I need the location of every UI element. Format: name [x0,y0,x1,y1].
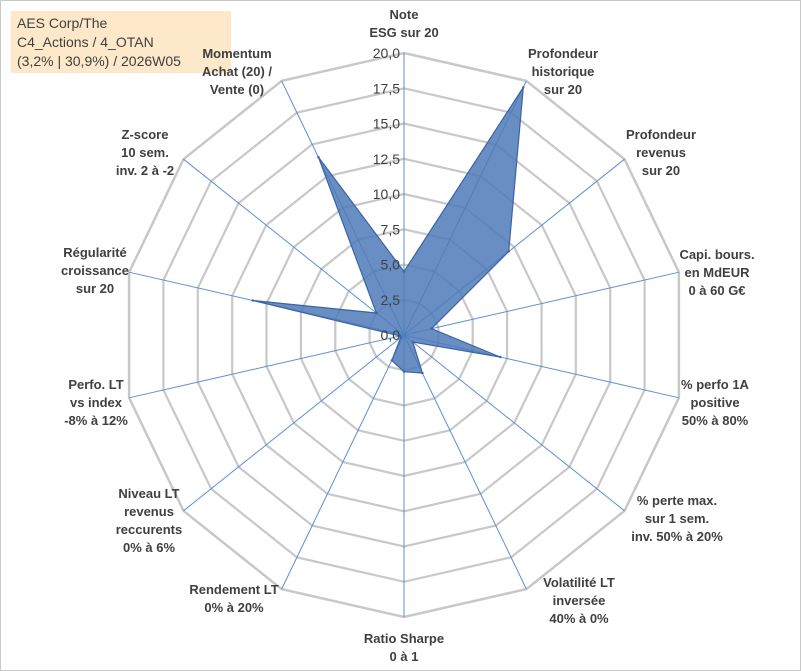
data-point-5 [411,340,414,344]
data-point-8 [390,359,393,362]
axis-label-13-line-1: Achat (20) / [202,64,272,79]
axis-label-2-line-0: Profondeur [626,127,696,142]
axis-label-13: Momentum Achat (20) / Vente (0) [202,46,272,97]
data-point-6 [421,371,424,375]
axis-label-10-line-0: Perfo. LT [68,377,123,392]
chart-title-box: AES Corp/The C4_Actions / 4_OTAN (3,2% |… [11,11,231,73]
axis-label-2-line-2: sur 20 [642,163,680,178]
data-point-12 [375,311,378,315]
axis-label-7-line-0: Ratio Sharpe [364,631,444,646]
axis-label-11-line-1: croissance [61,263,129,278]
axis-label-12-line-1: 10 sem. [121,145,169,160]
spoke-10 [128,334,405,399]
axis-label-6: Volatilité LT inversée 40% à 0% [543,575,615,626]
axis-label-9-line-1: revenus [124,504,174,519]
axis-label-6-line-2: 40% à 0% [549,611,609,626]
axis-label-2-line-1: revenus [636,145,686,160]
tick-label-6: 15,0 [373,116,400,132]
title-line-3: (3,2% | 30,9%) / 2026W05 [17,53,181,69]
tick-label-0: 0,0 [381,327,401,343]
axis-label-7-line-1: 0 à 1 [390,649,419,664]
axis-label-1: Profondeur historique sur 20 [528,46,598,97]
axis-label-1-line-2: sur 20 [544,82,582,97]
axis-label-5-line-2: inv. 50% à 20% [631,529,723,544]
tick-label-5: 12,5 [373,151,400,167]
data-point-11 [251,299,254,302]
axis-label-9-line-2: reccurents [116,522,182,537]
data-point-3 [430,327,433,330]
axis-label-1-line-1: historique [532,64,595,79]
axis-label-9-line-3: 0% à 6% [123,540,175,555]
tick-label-8: 20,0 [373,45,400,61]
axis-label-10: Perfo. LT vs index -8% à 12% [64,377,128,428]
data-point-10 [398,334,402,338]
axis-label-12: Z-score 10 sem. inv. 2 à -2 [116,127,174,178]
axis-label-6-line-0: Volatilité LT [543,575,615,590]
title-line-1: AES Corp/The [17,15,108,31]
data-point-1 [522,86,525,89]
axis-label-11: Régularité croissance sur 20 [61,245,129,296]
axis-label-0: Note ESG sur 20 [369,7,438,40]
axis-label-3-line-0: Capi. bours. [679,247,754,262]
axis-label-11-line-2: sur 20 [76,281,114,296]
axis-label-5-line-0: % perte max. [637,493,717,508]
data-point-0 [402,270,406,273]
tick-label-1: 2,5 [381,292,401,308]
axis-label-4: % perfo 1A positive 50% à 80% [681,377,750,428]
axis-label-10-line-1: vs index [70,395,123,410]
axis-label-4-line-2: 50% à 80% [682,413,749,428]
title-line-2: C4_Actions / 4_OTAN [17,34,154,50]
axis-label-12-line-0: Z-score [122,127,169,142]
data-point-2 [507,250,510,253]
axis-label-0-line-1: ESG sur 20 [369,25,438,40]
axis-label-3: Capi. bours. en MdEUR 0 à 60 G€ [679,247,754,298]
data-point-4 [499,355,502,359]
tick-label-3: 7,5 [381,221,401,237]
axis-label-11-line-0: Régularité [63,245,127,260]
axis-label-12-line-2: inv. 2 à -2 [116,163,174,178]
axis-label-8-line-0: Rendement LT [189,582,278,597]
spoke-5 [403,334,625,512]
spoke-12 [183,158,405,336]
tick-label-2: 5,0 [381,257,401,273]
axis-label-6-line-1: inversée [553,593,606,608]
spoke-6 [403,334,527,590]
axis-label-3-line-2: 0 à 60 G€ [688,283,745,298]
axis-label-13-line-2: Vente (0) [210,82,264,97]
data-point-13 [317,155,320,159]
axis-label-7: Ratio Sharpe 0 à 1 [364,631,444,664]
axis-label-8-line-1: 0% à 20% [204,600,264,615]
axis-label-2: Profondeur revenus sur 20 [626,127,696,178]
axis-label-13-line-0: Momentum [202,46,271,61]
spoke-8 [281,334,405,590]
axis-label-9: Niveau LT revenus reccurents 0% à 6% [116,486,182,555]
spoke-3 [403,271,680,336]
tick-label-7: 17,5 [373,80,400,96]
axis-label-8: Rendement LT 0% à 20% [189,582,278,615]
axis-label-4-line-1: positive [690,395,739,410]
axis-label-4-line-0: % perfo 1A [681,377,750,392]
axis-label-9-line-0: Niveau LT [118,486,179,501]
axis-label-10-line-2: -8% à 12% [64,413,128,428]
data-point-7 [402,370,406,373]
axis-label-5-line-1: sur 1 sem. [645,511,709,526]
axis-label-0-line-0: Note [390,7,419,22]
axis-label-3-line-1: en MdEUR [685,265,751,280]
axis-label-5: % perte max. sur 1 sem. inv. 50% à 20% [631,493,723,544]
spoke-9 [183,334,405,512]
axis-label-1-line-0: Profondeur [528,46,598,61]
tick-label-4: 10,0 [373,186,400,202]
